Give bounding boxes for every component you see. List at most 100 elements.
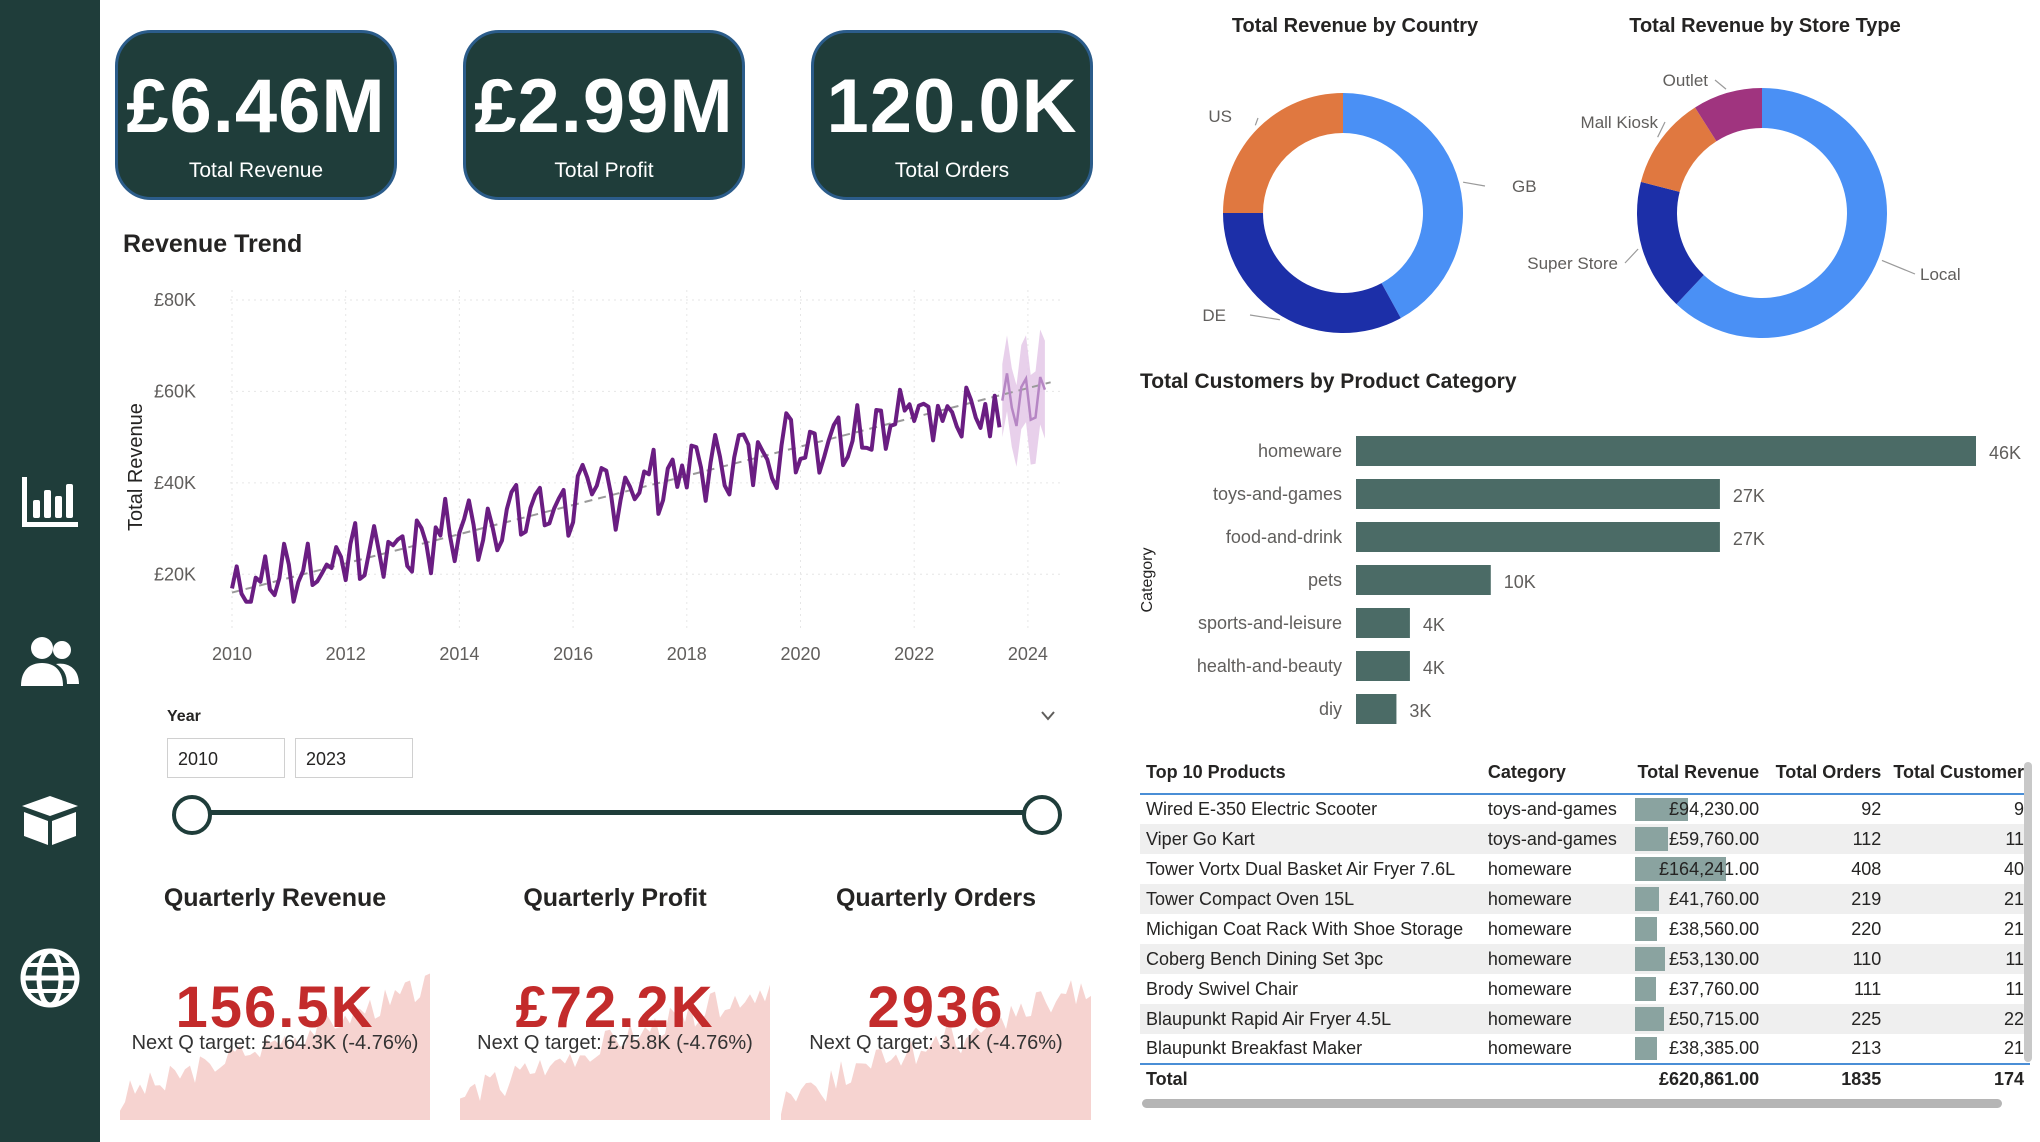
quarterly-orders-card[interactable]: Quarterly Orders 2936 Next Q target: 3.1… <box>781 880 1091 1120</box>
kpi-card-total-revenue[interactable]: £6.46M Total Revenue <box>115 30 397 200</box>
cell-total-customer: 21 <box>2003 918 2024 939</box>
donut-store-title: Total Revenue by Store Type <box>1629 15 1901 37</box>
category-bar[interactable] <box>1356 436 1976 466</box>
trend-y-tick: £80K <box>154 290 196 310</box>
table-row[interactable]: Tower Vortx Dual Basket Air Fryer 7.6L ho… <box>1140 854 2030 884</box>
category-bar[interactable] <box>1356 479 1720 509</box>
cell-total-orders: 408 <box>1851 858 1882 879</box>
donut-slice[interactable] <box>1637 181 1704 305</box>
category-bar[interactable] <box>1356 522 1720 552</box>
table-row[interactable]: Wired E-350 Electric Scooter toys-and-gam… <box>1140 794 2030 824</box>
table-horizontal-scrollbar[interactable] <box>1142 1099 2002 1108</box>
cell-total-customer: 21 <box>2003 1038 2024 1058</box>
table-vertical-scrollbar[interactable] <box>2024 762 2032 1062</box>
sidebar <box>0 0 100 1142</box>
trend-y-tick: £60K <box>154 381 196 401</box>
cell-product: Coberg Bench Dining Set 3pc <box>1140 944 1482 974</box>
kpi-card-total-profit[interactable]: £2.99M Total Profit <box>463 30 745 200</box>
table-row[interactable]: Blaupunkt Rapid Air Fryer 4.5L homeware £5… <box>1140 1004 2030 1034</box>
donut-slice[interactable] <box>1223 93 1343 213</box>
revenue-text: £38,385.00 <box>1669 1038 1760 1058</box>
col-header-total-orders[interactable]: Total Orders <box>1765 752 1888 795</box>
nav-product-detail[interactable] <box>8 778 92 862</box>
category-label: food-and-drink <box>1226 527 1343 547</box>
donut-slice[interactable] <box>1695 88 1762 142</box>
category-bar[interactable] <box>1356 608 1410 638</box>
table-row[interactable]: Tower Compact Oven 15L homeware £41,760.00… <box>1140 884 2030 914</box>
cell-total-revenue: £38,560.00 <box>1631 914 1765 944</box>
revenue-data-bar <box>1635 1037 1657 1060</box>
revenue-by-country-donut[interactable]: GB DE US <box>1140 50 1540 350</box>
total-label: Total <box>1140 1063 1482 1094</box>
year-from-input[interactable]: 2010 <box>167 738 285 778</box>
col-header-category[interactable]: Category <box>1481 752 1632 795</box>
donut-label: Super Store <box>1527 254 1618 273</box>
quarterly-revenue-value: 156.5K <box>175 975 375 1040</box>
cell-total-customer: 22 <box>1887 1004 2030 1034</box>
revenue-by-store-type-donut[interactable]: Local Super Store Mall Kiosk Outlet <box>1500 50 2020 350</box>
nav-customer-detail[interactable] <box>8 620 92 704</box>
category-label: toys-and-games <box>1213 484 1342 504</box>
quarterly-revenue-card[interactable]: Quarterly Revenue 156.5K Next Q target: … <box>120 880 430 1120</box>
year-to-input[interactable]: 2023 <box>295 738 413 778</box>
revenue-trend-chart[interactable]: £20K £40K £60K £80K 2010 2012 2014 2016 2018 2020… <box>100 262 1100 702</box>
nav-stores-map[interactable] <box>8 936 92 1020</box>
year-slider-track[interactable] <box>192 810 1042 815</box>
donut-label: GB <box>1512 177 1537 196</box>
trend-title: Revenue Trend <box>123 230 303 258</box>
cell-total-customer: 40 <box>2003 858 2024 879</box>
revenue-text: £37,760.00 <box>1669 978 1760 999</box>
donut-slice[interactable] <box>1676 88 1887 338</box>
cell-product: Blaupunkt Breakfast Maker <box>1146 1038 1363 1058</box>
category-label: pets <box>1308 570 1342 590</box>
col-header-product[interactable]: Top 10 Products <box>1140 752 1482 795</box>
revenue-text: £59,760.00 <box>1669 828 1760 849</box>
quarterly-orders-value: 2936 <box>867 975 1005 1040</box>
chevron-down-icon[interactable] <box>1040 710 1056 722</box>
category-chart-title: Total Customers by Product Category <box>1140 370 1517 393</box>
customers-by-category-bar-chart[interactable]: Category homeware 46K toys-and-games 27K foo… <box>1130 420 2030 730</box>
table-row[interactable]: Brody Swivel Chair homeware £37,760.00 111 1… <box>1140 974 2030 1004</box>
trend-x-tick: 2016 <box>553 644 593 664</box>
quarterly-profit-title: Quarterly Profit <box>523 884 707 912</box>
donut-slice[interactable] <box>1223 213 1401 334</box>
nav-executive-summary[interactable] <box>8 460 92 544</box>
cell-product: Michigan Coat Rack With Shoe Storage <box>1146 918 1464 939</box>
revenue-series-line <box>230 385 1002 604</box>
donut-slice[interactable] <box>1343 93 1463 319</box>
revenue-text: £164,241.00 <box>1659 858 1760 879</box>
kpi-card-total-orders[interactable]: 120.0K Total Orders <box>811 30 1093 200</box>
revenue-text: £53,130.00 <box>1669 948 1760 969</box>
revenue-text: £38,560.00 <box>1669 918 1760 939</box>
donut-slice[interactable] <box>1640 107 1717 192</box>
donut-label: DE <box>1202 306 1226 325</box>
quarterly-profit-card[interactable]: Quarterly Profit £72.2K Next Q target: £… <box>460 880 770 1120</box>
category-bar[interactable] <box>1356 565 1491 595</box>
donut-leader-line <box>1463 181 1486 187</box>
cell-total-revenue: £37,760.00 <box>1631 974 1765 1004</box>
revenue-data-bar <box>1635 917 1657 941</box>
cell-total-revenue: £50,715.00 <box>1631 1004 1766 1034</box>
cell-total-orders: 110 <box>1765 944 1888 974</box>
top-products-table[interactable]: Top 10 Products Category Total Revenue T… <box>1140 752 2030 1094</box>
table-row[interactable]: Blaupunkt Breakfast Maker homeware £38,385… <box>1140 1034 2030 1064</box>
col-header-total-revenue[interactable]: Total Revenue <box>1631 752 1766 795</box>
year-slider-end-handle[interactable] <box>1022 795 1062 835</box>
quarterly-revenue-sparkline <box>120 973 430 1120</box>
table-row[interactable]: Coberg Bench Dining Set 3pc homeware £53,1… <box>1140 944 2030 974</box>
globe-icon <box>20 948 80 1008</box>
col-header-total-customer[interactable]: Total Customer <box>1887 752 2030 795</box>
category-bar[interactable] <box>1356 651 1410 681</box>
category-bar[interactable] <box>1356 694 1397 724</box>
cell-category: homeware <box>1487 918 1572 939</box>
table-row[interactable]: Viper Go Kart toys-and-games £59,760.00 112… <box>1140 824 2030 854</box>
table-row[interactable]: Michigan Coat Rack With Shoe Storage home… <box>1140 914 2030 944</box>
year-slider-start-handle[interactable] <box>172 795 212 835</box>
category-label: sports-and-leisure <box>1198 613 1342 633</box>
cell-product: Tower Compact Oven 15L <box>1140 884 1482 914</box>
cell-total-customer: 11 <box>2005 978 2024 999</box>
cell-total-revenue: £38,385.00 <box>1631 1034 1765 1064</box>
trend-x-tick: 2012 <box>326 644 366 664</box>
cell-product: Viper Go Kart <box>1140 824 1482 854</box>
quarterly-orders-sparkline <box>781 980 1091 1120</box>
